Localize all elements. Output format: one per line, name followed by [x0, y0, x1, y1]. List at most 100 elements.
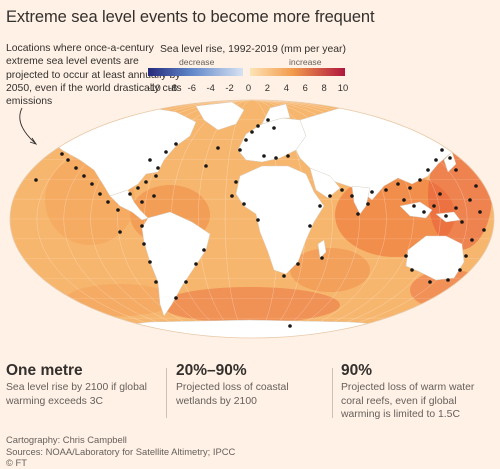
legend-tick-label: 4 — [283, 82, 289, 93]
coastal-dot — [140, 200, 144, 204]
coastal-dot — [350, 194, 354, 198]
stat-divider — [332, 368, 333, 418]
legend-tick-label: -6 — [187, 82, 196, 93]
coastal-dot — [470, 238, 474, 242]
coastal-dot — [238, 148, 242, 152]
coastal-dot — [426, 168, 430, 172]
credit-cartography: Cartography: Chris Campbell — [6, 434, 127, 445]
map-annotation: Locations where once-a-century extreme s… — [6, 43, 182, 108]
coastal-dot — [444, 214, 448, 218]
coastal-dot — [66, 158, 70, 162]
coastal-dot — [74, 166, 78, 170]
coastal-dot — [384, 188, 388, 192]
coastal-dot — [428, 280, 432, 284]
stat-text-wetlands: Projected loss of coastal wetlands by 21… — [176, 382, 289, 407]
coastal-dot — [478, 210, 482, 214]
legend-tick-label: 8 — [321, 82, 327, 93]
coastal-dot — [152, 194, 156, 198]
stat-divider — [166, 368, 167, 418]
legend-tick-label: -10 — [147, 82, 161, 93]
credit-copyright: © FT — [6, 457, 27, 468]
coastal-dot — [296, 262, 300, 266]
coastal-dot — [202, 248, 206, 252]
coastal-dot — [422, 210, 426, 214]
graticule-meridian — [90, 100, 414, 338]
coastal-dot — [370, 190, 374, 194]
graticule-meridian — [117, 100, 387, 338]
coastal-dot — [90, 182, 94, 186]
coastal-dot — [142, 242, 146, 246]
coastal-dot — [480, 292, 484, 296]
coastal-dot — [60, 152, 64, 156]
legend-tick-label: -2 — [225, 82, 234, 93]
legend-bar-increase — [250, 68, 345, 76]
coastal-dot — [144, 180, 148, 184]
legend-tick-label: 10 — [337, 82, 349, 93]
coastal-dot — [174, 296, 178, 300]
land-new-zealand — [477, 279, 487, 299]
coastal-dot — [244, 138, 248, 142]
coastal-dot — [164, 150, 168, 154]
land-south-america — [141, 211, 211, 317]
coastal-dot — [446, 278, 450, 282]
land-antarctica — [79, 319, 431, 338]
coastal-dot — [318, 204, 322, 208]
coastal-dot — [356, 212, 360, 216]
coastal-dot — [460, 220, 464, 224]
coastal-dot — [396, 182, 400, 186]
coastal-dot — [54, 144, 58, 148]
coastal-dot — [234, 180, 238, 184]
stat-value-wetlands: 20%–90% — [176, 362, 247, 379]
graticule-meridian — [36, 100, 468, 338]
coastal-dot — [484, 266, 488, 270]
coastal-dot — [262, 154, 266, 158]
coastal-dot — [148, 260, 152, 264]
coastal-dot — [34, 178, 38, 182]
legend-tick-label: -4 — [206, 82, 215, 93]
stat-text-coral: Projected loss of warm water coral reefs… — [341, 382, 475, 420]
coastal-dot — [194, 262, 198, 266]
coastal-dot — [82, 174, 86, 178]
coastal-dot — [308, 224, 312, 228]
coastal-dot — [412, 204, 416, 208]
graticule-meridian — [117, 100, 387, 338]
coastal-dot — [440, 148, 444, 152]
coastal-dot — [204, 164, 208, 168]
coastal-dot — [256, 124, 260, 128]
legend-title: Sea level rise, 1992-2019 (mm per year) — [160, 44, 346, 55]
sea-level-patch — [160, 287, 340, 323]
legend-tick-label: 0 — [245, 82, 252, 93]
land-greenland — [195, 101, 245, 131]
sea-level-patch — [290, 248, 370, 292]
coastal-dot — [474, 184, 478, 188]
coastal-dot — [404, 254, 408, 258]
sea-level-patch — [65, 284, 175, 316]
coastal-dot — [272, 126, 276, 130]
legend-tick-label: 6 — [302, 82, 308, 93]
coastal-dot — [286, 154, 290, 158]
legend-bar-decrease — [148, 68, 243, 76]
coastal-dot — [230, 194, 234, 198]
graticule-meridian — [90, 100, 414, 338]
coastal-dot — [174, 142, 178, 146]
land-arabia — [309, 167, 341, 199]
coastal-dot — [464, 254, 468, 258]
coastal-dot — [242, 202, 246, 206]
coastal-dot — [250, 130, 254, 134]
legend-decrease-label: decrease — [179, 57, 215, 67]
coastal-dot — [98, 192, 102, 196]
coastal-dot — [154, 280, 158, 284]
coastal-dot — [454, 168, 458, 172]
coastal-dot — [156, 166, 160, 170]
annotation-arrowhead — [29, 137, 38, 145]
coastal-dot — [468, 198, 472, 202]
coastal-dot — [266, 118, 270, 122]
coastal-dot — [184, 280, 188, 284]
graticule-meridian — [36, 100, 468, 338]
stat-value-sea-level: One metre — [6, 362, 83, 379]
coastal-dot — [434, 158, 438, 162]
coastal-dot — [288, 324, 292, 328]
graticule-meridian — [63, 100, 441, 338]
land-africa — [235, 165, 325, 275]
